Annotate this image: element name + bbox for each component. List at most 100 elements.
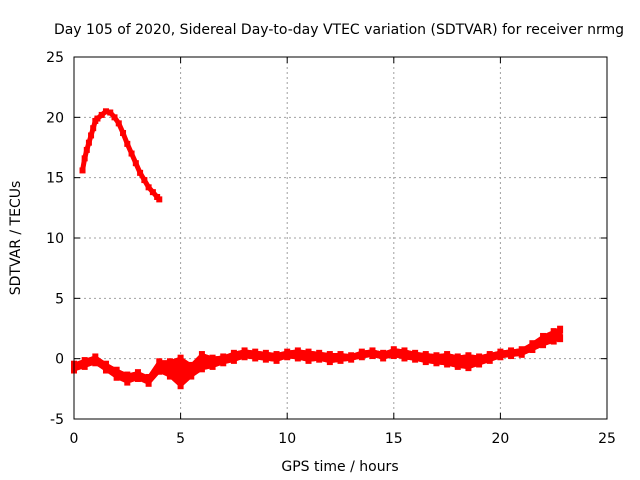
- data-point: [120, 130, 127, 137]
- data-point: [198, 364, 205, 373]
- data-point: [550, 328, 557, 337]
- data-point: [316, 354, 323, 363]
- data-point: [98, 111, 105, 118]
- data-point: [401, 353, 408, 362]
- data-point: [486, 351, 493, 360]
- data-point: [145, 378, 152, 387]
- data-point: [273, 355, 280, 364]
- data-point: [83, 146, 90, 153]
- data-point: [390, 351, 397, 360]
- data-point: [88, 132, 95, 139]
- data-point: [107, 109, 114, 116]
- x-tick-label: 15: [385, 431, 403, 447]
- data-point: [85, 139, 92, 146]
- data-point: [262, 354, 269, 363]
- data-point: [92, 353, 99, 362]
- data-point: [337, 355, 344, 364]
- data-point: [230, 349, 237, 358]
- data-point: [145, 373, 152, 382]
- x-tick-label: 10: [278, 431, 296, 447]
- data-point: [557, 325, 564, 334]
- data-point: [284, 352, 291, 361]
- data-point: [422, 351, 429, 360]
- data-point: [79, 167, 86, 174]
- data-point: [132, 160, 139, 167]
- data-point: [518, 349, 525, 358]
- y-tick-label: 25: [46, 50, 64, 66]
- data-point: [454, 353, 461, 362]
- data-point: [476, 359, 483, 368]
- data-point: [220, 353, 227, 362]
- data-point: [166, 358, 173, 367]
- data-point: [294, 353, 301, 362]
- data-point: [81, 155, 88, 162]
- data-point: [124, 377, 131, 386]
- x-tick-label: 0: [70, 431, 79, 447]
- data-point: [156, 358, 163, 367]
- data-point: [209, 361, 216, 370]
- x-tick-label: 25: [598, 431, 616, 447]
- data-point: [305, 355, 312, 364]
- data-point: [198, 351, 205, 360]
- data-point: [124, 371, 131, 380]
- data-point: [188, 361, 195, 370]
- data-point: [92, 358, 99, 367]
- y-tick-label: 10: [46, 231, 64, 247]
- axis-ticks: 0 5 10 15 20 25 -5 0 5 10 15 20 25: [46, 50, 616, 447]
- data-point: [241, 352, 248, 361]
- data-point: [111, 114, 118, 121]
- data-point: [134, 373, 141, 382]
- x-axis-label: GPS time / hours: [281, 459, 398, 475]
- data-point: [102, 108, 109, 115]
- data-point: [166, 371, 173, 380]
- y-tick-label: 5: [55, 291, 64, 307]
- y-tick-label: 15: [46, 171, 64, 187]
- data-point: [422, 357, 429, 366]
- data-point: [156, 366, 163, 375]
- data-point: [380, 353, 387, 362]
- data-point: [262, 349, 269, 358]
- chart-title: Day 105 of 2020, Sidereal Day-to-day VTE…: [54, 22, 624, 38]
- data-point: [305, 348, 312, 357]
- data-point: [465, 352, 472, 361]
- data-point: [94, 115, 101, 122]
- data-point: [273, 351, 280, 360]
- data-point: [252, 353, 259, 362]
- data-point: [294, 347, 301, 356]
- data-point: [326, 357, 333, 366]
- data-point: [177, 354, 184, 363]
- data-point: [220, 358, 227, 367]
- data-point: [550, 336, 557, 345]
- data-point: [412, 349, 419, 358]
- data-point: [209, 354, 216, 363]
- data-series: [71, 108, 564, 390]
- data-point: [497, 352, 504, 361]
- data-point: [412, 354, 419, 363]
- y-axis-label: SDTVAR / TECUs: [8, 181, 24, 296]
- data-point: [230, 355, 237, 364]
- data-point: [540, 340, 547, 349]
- x-tick-label: 5: [176, 431, 185, 447]
- data-point: [90, 125, 97, 132]
- data-point: [358, 352, 365, 361]
- data-point: [348, 354, 355, 363]
- data-point: [316, 349, 323, 358]
- data-point: [113, 366, 120, 375]
- data-point: [128, 150, 135, 157]
- data-point: [433, 358, 440, 367]
- data-point: [433, 352, 440, 361]
- data-point: [124, 140, 131, 147]
- data-point: [444, 359, 451, 368]
- data-point: [141, 177, 148, 184]
- data-point: [137, 169, 144, 176]
- data-point: [145, 184, 152, 191]
- data-point: [113, 372, 120, 381]
- data-point: [81, 361, 88, 370]
- data-point: [454, 361, 461, 370]
- data-point: [444, 351, 451, 360]
- data-point: [134, 369, 141, 378]
- data-point: [337, 351, 344, 360]
- y-tick-label: 0: [55, 352, 64, 368]
- data-point: [102, 365, 109, 374]
